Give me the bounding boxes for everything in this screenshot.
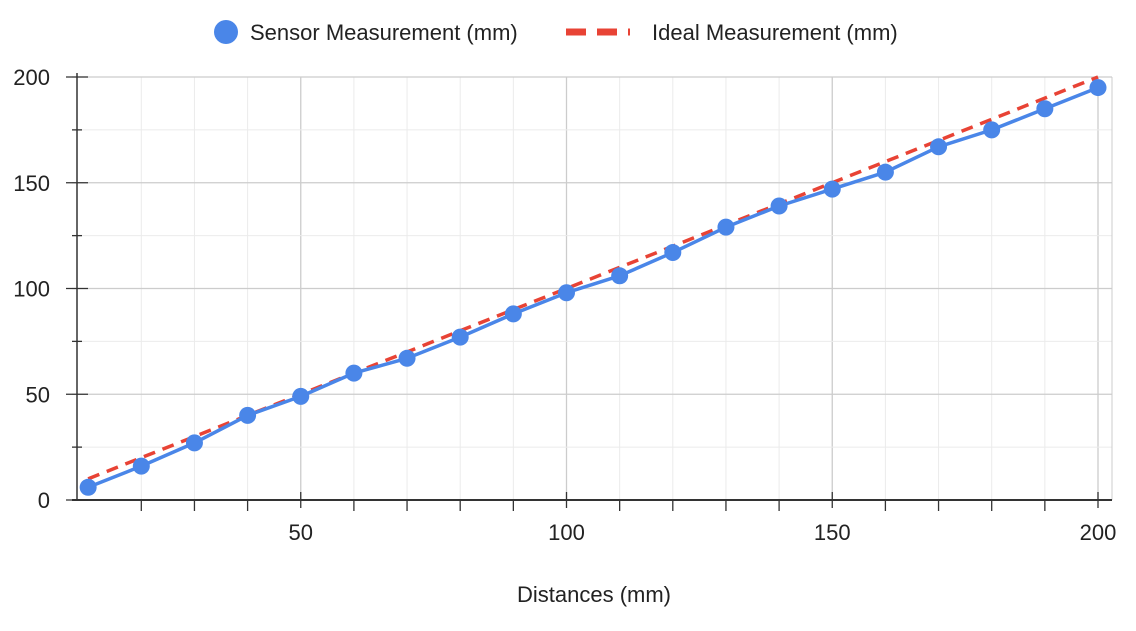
series: [79, 75, 1107, 496]
sensor-data-point[interactable]: [611, 267, 629, 285]
gridlines: [72, 76, 1113, 500]
x-axis-label: Distances (mm): [517, 582, 671, 607]
sensor-data-point[interactable]: [79, 478, 97, 496]
y-tick-label: 100: [13, 277, 50, 302]
sensor-data-point[interactable]: [717, 218, 735, 236]
sensor-data-point[interactable]: [770, 197, 788, 215]
sensor-data-point[interactable]: [558, 284, 575, 302]
sensor-data-point[interactable]: [345, 364, 363, 382]
sensor-data-point[interactable]: [185, 434, 203, 452]
legend-item-sensor[interactable]: Sensor Measurement (mm): [214, 20, 518, 45]
sensor-data-point[interactable]: [1036, 100, 1054, 118]
sensor-data-point[interactable]: [239, 406, 257, 424]
x-tick-label: 200: [1080, 520, 1117, 545]
sensor-data-point[interactable]: [664, 244, 682, 262]
sensor-data-point[interactable]: [451, 328, 469, 346]
y-tick-label: 50: [26, 382, 50, 407]
sensor-data-point[interactable]: [504, 305, 522, 323]
legend-item-ideal[interactable]: Ideal Measurement (mm): [566, 20, 898, 45]
sensor-data-point[interactable]: [1089, 79, 1107, 97]
sensor-data-point[interactable]: [132, 457, 150, 475]
sensor-data-point[interactable]: [876, 163, 894, 181]
sensor-data-point[interactable]: [930, 138, 948, 156]
sensor-data-point[interactable]: [292, 387, 310, 405]
axes: [66, 73, 1112, 511]
tick-labels: 50 100 150 200 0 50 100 150 200: [13, 65, 1116, 545]
legend-marker-sensor: [214, 20, 238, 44]
y-tick-label: 200: [13, 65, 50, 90]
y-tick-label: 0: [38, 488, 50, 513]
sensor-data-point[interactable]: [983, 121, 1001, 139]
legend-label-ideal: Ideal Measurement (mm): [652, 20, 898, 45]
x-tick-label: 150: [814, 520, 851, 545]
y-tick-label: 150: [13, 171, 50, 196]
x-tick-label: 50: [289, 520, 313, 545]
sensor-data-point[interactable]: [823, 180, 841, 198]
legend-label-sensor: Sensor Measurement (mm): [250, 20, 518, 45]
legend: Sensor Measurement (mm) Ideal Measuremen…: [214, 20, 898, 45]
sensor-series-line: [87, 85, 1099, 489]
sensor-data-point[interactable]: [398, 349, 416, 367]
x-tick-label: 100: [548, 520, 585, 545]
